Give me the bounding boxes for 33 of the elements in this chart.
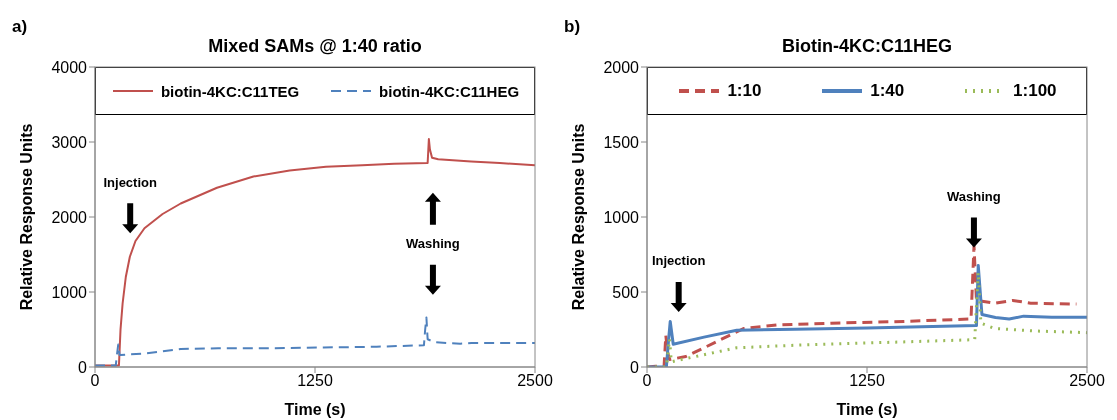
x-tick-label: 1250 bbox=[849, 372, 885, 390]
y-tick-label: 3000 bbox=[51, 133, 88, 151]
x-tick-label: 2500 bbox=[1069, 372, 1105, 390]
x-tick-label: 0 bbox=[642, 372, 652, 390]
x-axis-title: Time (s) bbox=[836, 401, 898, 418]
x-tick-label: 1250 bbox=[297, 372, 333, 390]
y-tick-label: 1000 bbox=[603, 208, 640, 226]
x-tick-label: 2500 bbox=[517, 372, 553, 390]
y-tick-label: 0 bbox=[78, 358, 88, 376]
legend-label: 1:100 bbox=[1013, 81, 1057, 101]
annotation: Injection bbox=[103, 174, 157, 190]
y-tick-label: 2000 bbox=[603, 58, 640, 76]
legend-label: 1:10 bbox=[727, 81, 762, 101]
y-tick-label: 1500 bbox=[603, 133, 640, 151]
y-tick-label: 500 bbox=[612, 283, 640, 301]
annotation: Washing bbox=[947, 188, 1001, 204]
y-tick-label: 1000 bbox=[51, 283, 88, 301]
annotation: Washing bbox=[406, 236, 460, 252]
legend-label: 1:40 bbox=[870, 81, 905, 101]
legend-label: biotin-4KC:C11TEG bbox=[160, 82, 300, 100]
text: a) bbox=[12, 17, 28, 36]
legend-label: biotin-4KC:C11HEG bbox=[379, 82, 520, 100]
y-axis-title: Relative Response Units bbox=[17, 123, 35, 311]
y-tick-label: 2000 bbox=[51, 208, 88, 226]
x-axis-title: Time (s) bbox=[284, 401, 346, 418]
x-tick-label: 0 bbox=[90, 372, 100, 390]
chart-title: Mixed SAMs @ 1:40 ratio bbox=[207, 36, 423, 57]
y-axis-title: Relative Response Units bbox=[569, 123, 587, 311]
chart-title: Biotin-4KC:C11HEG bbox=[781, 36, 953, 57]
annotation: Injection bbox=[651, 253, 706, 269]
y-tick-label: 4000 bbox=[51, 58, 88, 76]
y-tick-label: 0 bbox=[630, 358, 640, 376]
text: b) bbox=[564, 17, 581, 36]
